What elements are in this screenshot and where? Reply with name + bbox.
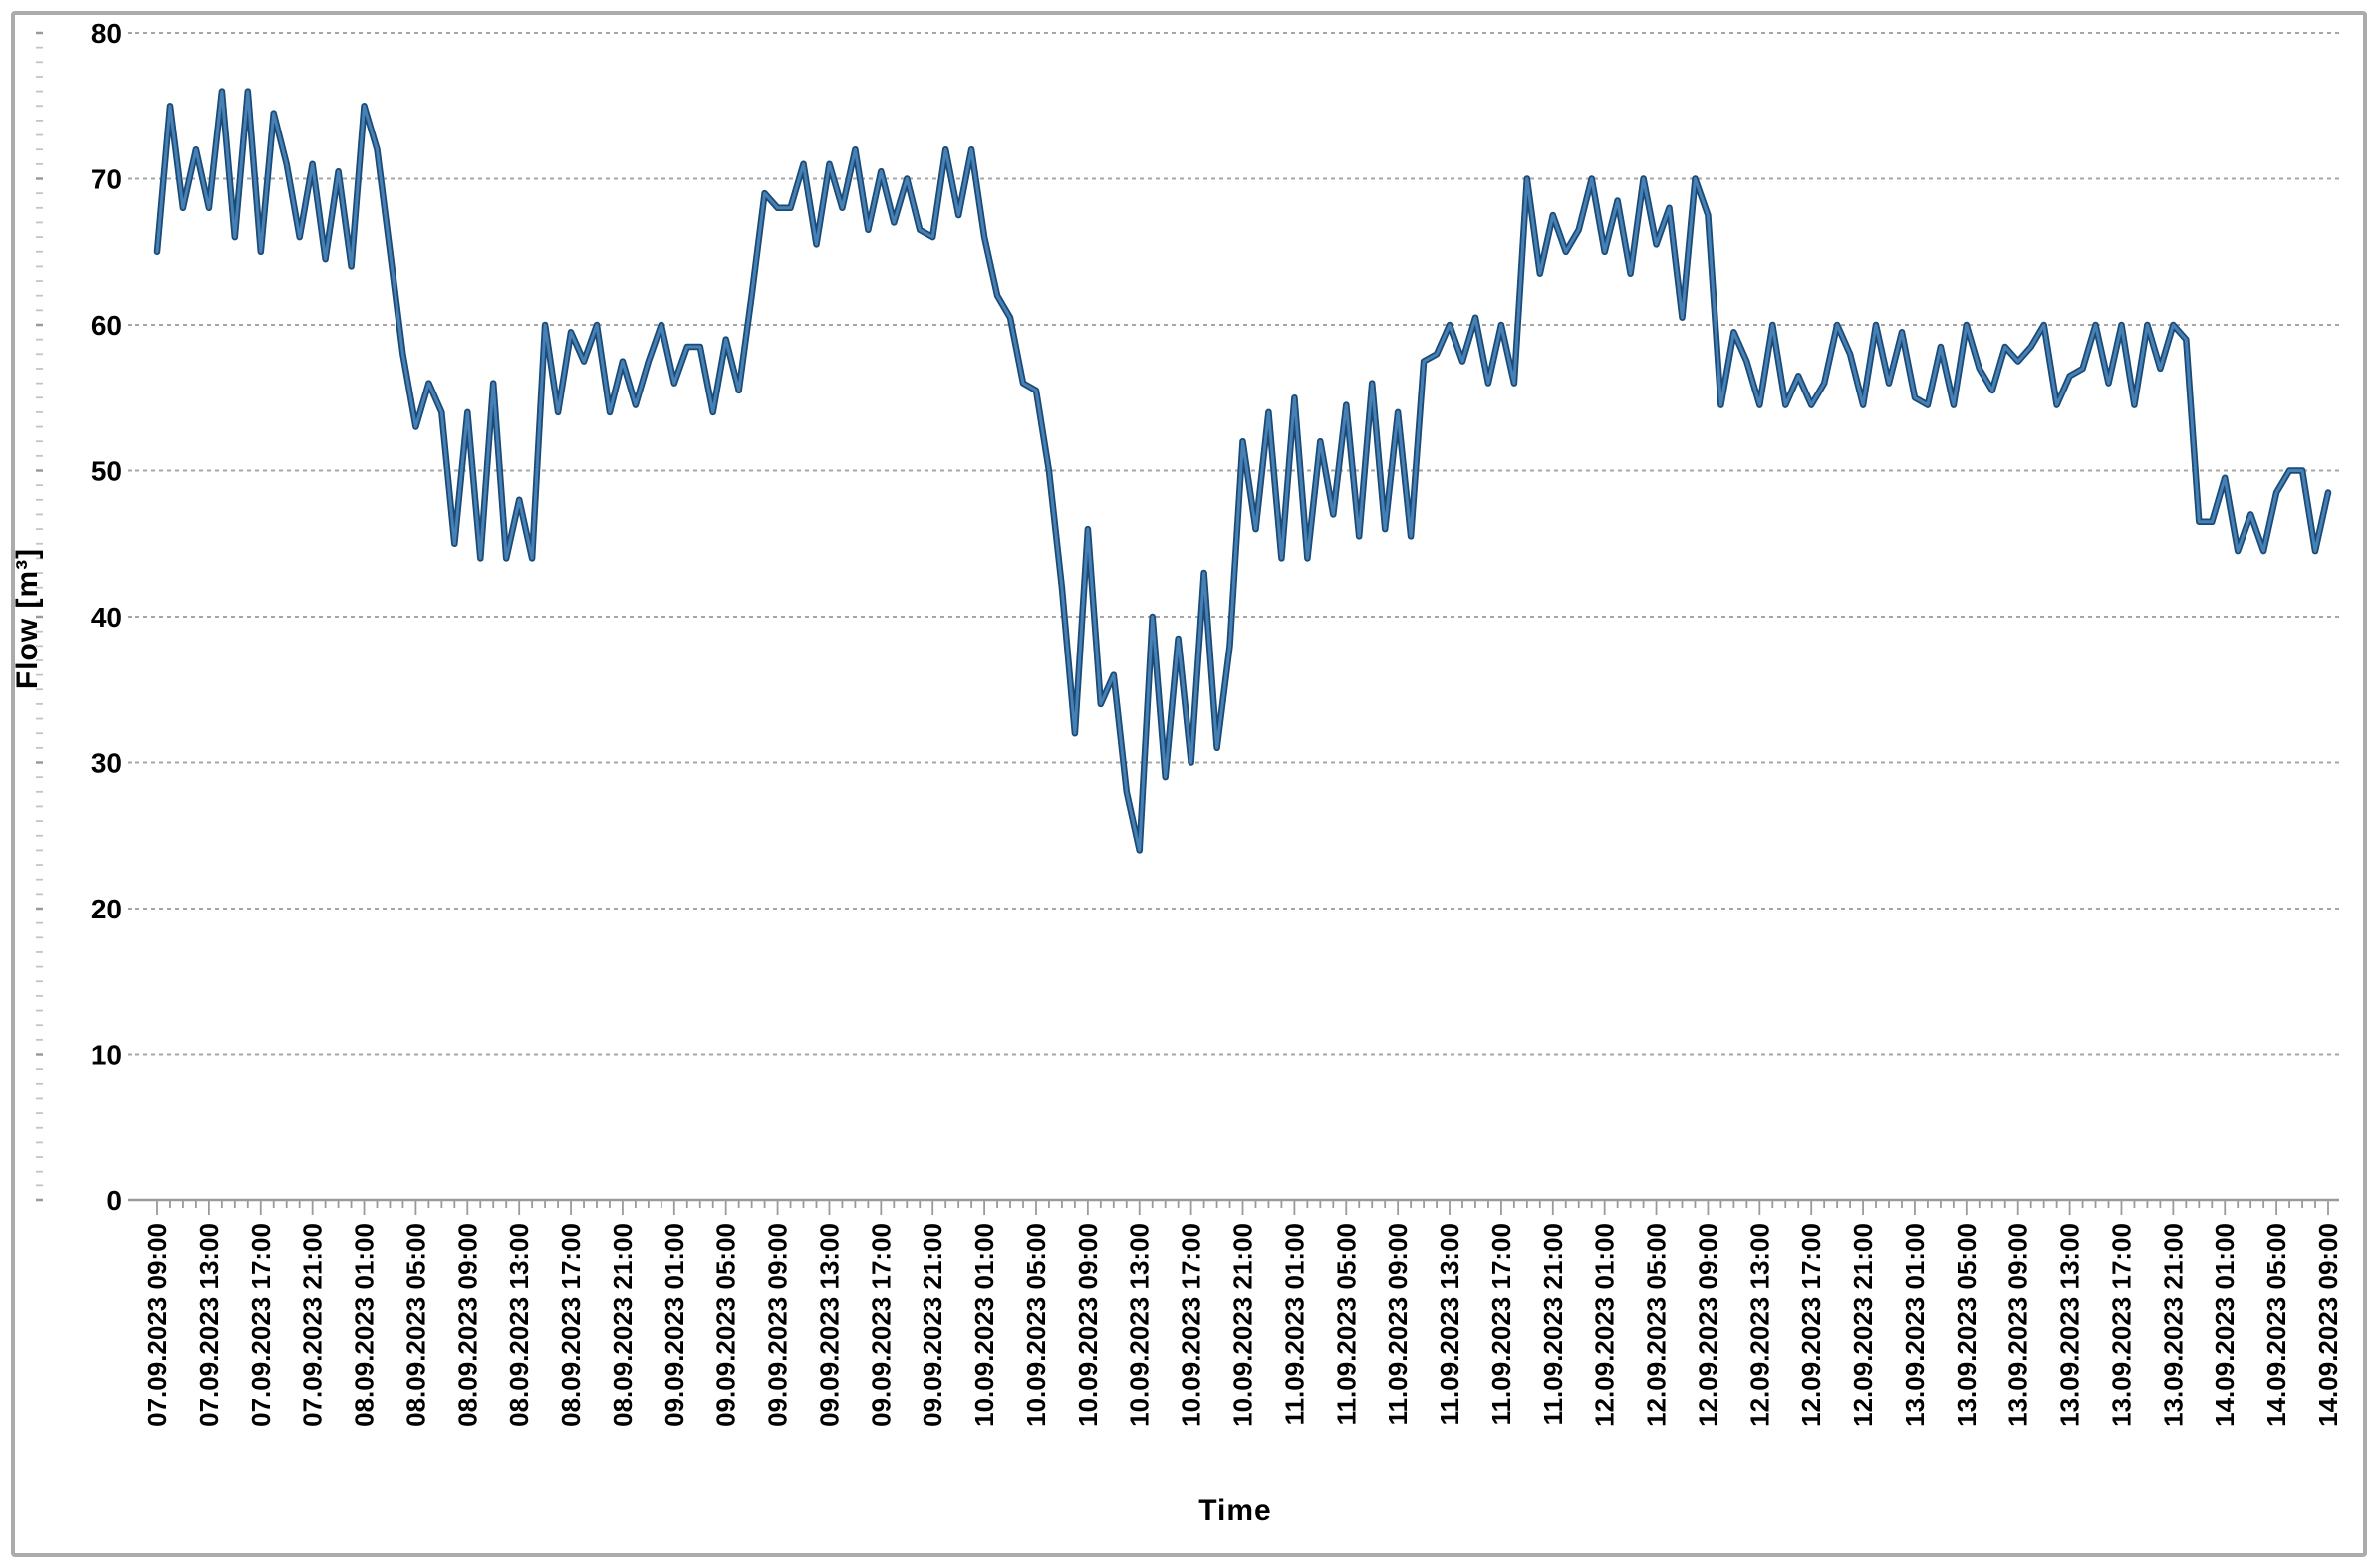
x-tick-label: 12.09.2023 13:00 bbox=[1744, 1223, 1774, 1427]
y-axis-title: Flow [m³] bbox=[11, 547, 44, 690]
x-tick-label: 08.09.2023 21:00 bbox=[608, 1223, 638, 1427]
x-tick-label: 10.09.2023 17:00 bbox=[1177, 1223, 1206, 1427]
x-tick-label: 11.09.2023 05:00 bbox=[1331, 1223, 1361, 1425]
x-tick-label: 10.09.2023 13:00 bbox=[1125, 1223, 1155, 1427]
x-tick-label: 12.09.2023 21:00 bbox=[1848, 1223, 1878, 1427]
x-tick-label: 08.09.2023 17:00 bbox=[556, 1223, 586, 1427]
x-tick-label: 08.09.2023 13:00 bbox=[504, 1223, 534, 1427]
y-tick-label: 30 bbox=[91, 748, 122, 779]
x-tick-label: 14.09.2023 01:00 bbox=[2210, 1223, 2240, 1427]
x-tick-label: 09.09.2023 17:00 bbox=[866, 1223, 896, 1427]
x-tick-label: 07.09.2023 09:00 bbox=[142, 1223, 172, 1427]
y-tick-label: 40 bbox=[91, 602, 122, 633]
x-tick-label: 11.09.2023 17:00 bbox=[1486, 1223, 1516, 1425]
x-axis-title: Time bbox=[1198, 1494, 1272, 1527]
x-tick-label: 13.09.2023 09:00 bbox=[2003, 1223, 2033, 1427]
x-tick-label: 11.09.2023 01:00 bbox=[1279, 1223, 1309, 1425]
x-tick-label: 11.09.2023 21:00 bbox=[1538, 1223, 1568, 1425]
gridlines bbox=[128, 32, 2339, 1056]
x-tick-label: 08.09.2023 01:00 bbox=[350, 1223, 380, 1427]
x-tick-label: 07.09.2023 13:00 bbox=[194, 1223, 224, 1427]
x-tick-label: 14.09.2023 05:00 bbox=[2261, 1223, 2291, 1427]
y-tick-label: 10 bbox=[91, 1040, 122, 1071]
x-axis-labels: 07.09.2023 09:00 07.09.2023 13:00 07.09.20… bbox=[142, 1223, 2343, 1427]
x-tick-label: 07.09.2023 21:00 bbox=[298, 1223, 328, 1427]
x-tick-label: 11.09.2023 13:00 bbox=[1435, 1223, 1464, 1425]
x-tick-label: 08.09.2023 05:00 bbox=[400, 1223, 430, 1427]
y-tick-label: 70 bbox=[91, 164, 122, 195]
x-tick-label: 11.09.2023 09:00 bbox=[1383, 1223, 1413, 1425]
x-tick-label: 14.09.2023 09:00 bbox=[2313, 1223, 2343, 1427]
x-tick-label: 10.09.2023 01:00 bbox=[969, 1223, 999, 1427]
flow-line-series bbox=[153, 88, 2332, 854]
x-tick-label: 13.09.2023 13:00 bbox=[2055, 1223, 2085, 1427]
x-tick-label: 12.09.2023 05:00 bbox=[1642, 1223, 1672, 1427]
x-axis-ticks bbox=[156, 1200, 2329, 1215]
x-tick-label: 13.09.2023 17:00 bbox=[2106, 1223, 2136, 1427]
x-tick-label: 09.09.2023 13:00 bbox=[814, 1223, 844, 1427]
x-tick-label: 12.09.2023 01:00 bbox=[1590, 1223, 1620, 1427]
x-tick-label: 07.09.2023 17:00 bbox=[246, 1223, 276, 1427]
y-tick-label: 20 bbox=[91, 894, 122, 924]
x-tick-label: 09.09.2023 21:00 bbox=[918, 1223, 947, 1427]
y-tick-label: 50 bbox=[91, 456, 122, 487]
y-axis-minor-ticks bbox=[36, 31, 43, 1202]
x-tick-label: 13.09.2023 01:00 bbox=[1900, 1223, 1930, 1427]
y-tick-label: 60 bbox=[91, 310, 122, 341]
y-axis-labels: 0 10 20 30 40 50 60 70 80 bbox=[91, 18, 122, 1216]
x-tick-label: 10.09.2023 09:00 bbox=[1073, 1223, 1103, 1427]
x-tick-label: 12.09.2023 17:00 bbox=[1796, 1223, 1826, 1427]
x-tick-label: 13.09.2023 05:00 bbox=[1952, 1223, 1982, 1427]
x-tick-label: 09.09.2023 05:00 bbox=[711, 1223, 741, 1427]
x-tick-label: 10.09.2023 05:00 bbox=[1021, 1223, 1051, 1427]
x-tick-label: 09.09.2023 09:00 bbox=[763, 1223, 793, 1427]
x-tick-label: 10.09.2023 21:00 bbox=[1228, 1223, 1258, 1427]
y-tick-label: 80 bbox=[91, 18, 122, 49]
chart-outer-border bbox=[11, 11, 2367, 1557]
x-tick-label: 09.09.2023 01:00 bbox=[660, 1223, 689, 1427]
x-tick-label: 12.09.2023 09:00 bbox=[1693, 1223, 1722, 1427]
x-tick-label: 08.09.2023 09:00 bbox=[452, 1223, 482, 1427]
y-tick-label: 0 bbox=[106, 1185, 122, 1216]
x-tick-label: 13.09.2023 21:00 bbox=[2158, 1223, 2188, 1427]
